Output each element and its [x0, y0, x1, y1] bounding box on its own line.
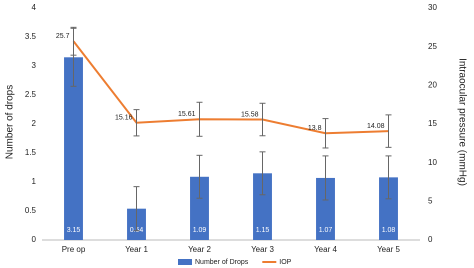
y2-tick-label: 5	[428, 196, 433, 205]
bar	[190, 176, 209, 240]
line-value-label: 25.7	[56, 33, 70, 40]
bar	[316, 177, 335, 240]
y-tick-label: 1	[32, 177, 37, 186]
x-tick-label: Year 3	[251, 245, 274, 254]
y2-tick-label: 0	[428, 235, 433, 244]
y-tick-label: 4	[32, 3, 37, 12]
y-tick-label: 3.5	[25, 32, 37, 41]
legend-swatch	[178, 259, 192, 265]
y-tick-label: 2	[32, 119, 37, 128]
y2-tick-label: 25	[428, 42, 437, 51]
y2-tick-label: 15	[428, 119, 437, 128]
line-value-label: 15.16	[115, 115, 133, 122]
y2-tick-label: 10	[428, 158, 437, 167]
bar-value-label: 1.15	[256, 227, 270, 234]
y-tick-label: 1.5	[25, 148, 37, 157]
bar	[64, 57, 83, 240]
bar-value-label: 3.15	[67, 227, 81, 234]
bar-value-label: 1.07	[319, 227, 333, 234]
bar	[253, 173, 272, 240]
legend-label: Number of Drops	[195, 259, 249, 266]
bar	[379, 177, 398, 240]
line-value-label: 13.8	[308, 125, 322, 132]
line	[72, 40, 389, 135]
y2-tick-label: 20	[428, 80, 437, 89]
x-tick-label: Year 4	[314, 245, 337, 254]
x-tick-label: Year 1	[125, 245, 148, 254]
line-value-label: 15.61	[178, 111, 196, 118]
y-tick-label: 0.5	[25, 206, 37, 215]
y-axis-title: Number of drops	[5, 85, 16, 159]
y-tick-label: 0	[32, 235, 37, 244]
x-tick-label: Pre op	[62, 245, 86, 254]
x-tick-label: Year 2	[188, 245, 211, 254]
y-tick-label: 3	[32, 61, 37, 70]
x-tick-label: Year 5	[377, 245, 400, 254]
y2-tick-label: 30	[428, 3, 437, 12]
bar-value-label: 1.08	[382, 227, 396, 234]
line-value-label: 15.58	[241, 111, 259, 118]
y-tick-label: 2.5	[25, 90, 37, 99]
line-value-label: 14.08	[367, 123, 385, 130]
y2-axis-title: Intraocular pressure (mmHg)	[456, 58, 467, 186]
bar-value-label: 1.09	[193, 227, 207, 234]
legend-label: IOP	[279, 259, 291, 266]
